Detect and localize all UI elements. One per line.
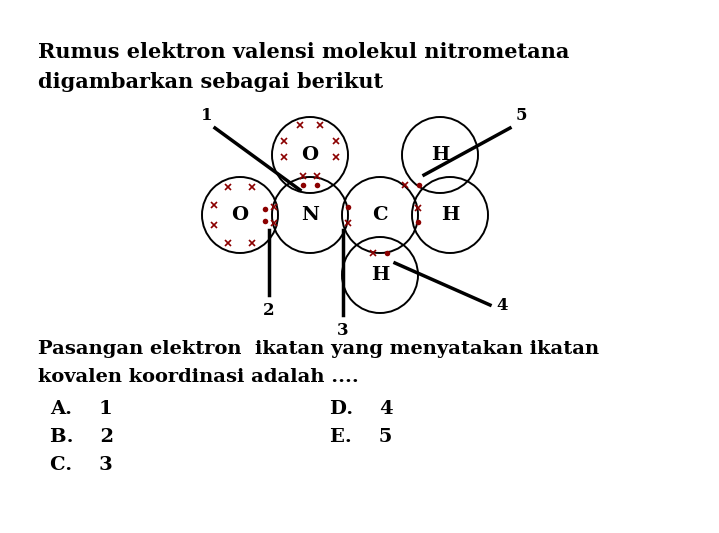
Text: 1: 1 xyxy=(201,107,213,124)
Text: Rumus elektron valensi molekul nitrometana: Rumus elektron valensi molekul nitrometa… xyxy=(38,42,569,62)
Text: C.    3: C. 3 xyxy=(50,456,113,474)
Text: 2: 2 xyxy=(263,302,275,319)
Text: C: C xyxy=(372,206,388,224)
Text: H: H xyxy=(441,206,459,224)
Text: H: H xyxy=(431,146,449,164)
Text: H: H xyxy=(371,266,389,284)
Text: 3: 3 xyxy=(337,322,349,339)
Text: Pasangan elektron  ikatan yang menyatakan ikatan: Pasangan elektron ikatan yang menyatakan… xyxy=(38,340,599,358)
Text: N: N xyxy=(301,206,319,224)
Text: O: O xyxy=(301,146,319,164)
Text: B.    2: B. 2 xyxy=(50,428,114,446)
Text: E.    5: E. 5 xyxy=(330,428,393,446)
Text: O: O xyxy=(232,206,249,224)
Text: kovalen koordinasi adalah ....: kovalen koordinasi adalah .... xyxy=(38,368,359,386)
Text: D.    4: D. 4 xyxy=(330,400,393,418)
Text: 5: 5 xyxy=(516,107,528,124)
Text: digambarkan sebagai berikut: digambarkan sebagai berikut xyxy=(38,72,383,92)
Text: A.    1: A. 1 xyxy=(50,400,113,418)
Text: 4: 4 xyxy=(496,296,508,313)
